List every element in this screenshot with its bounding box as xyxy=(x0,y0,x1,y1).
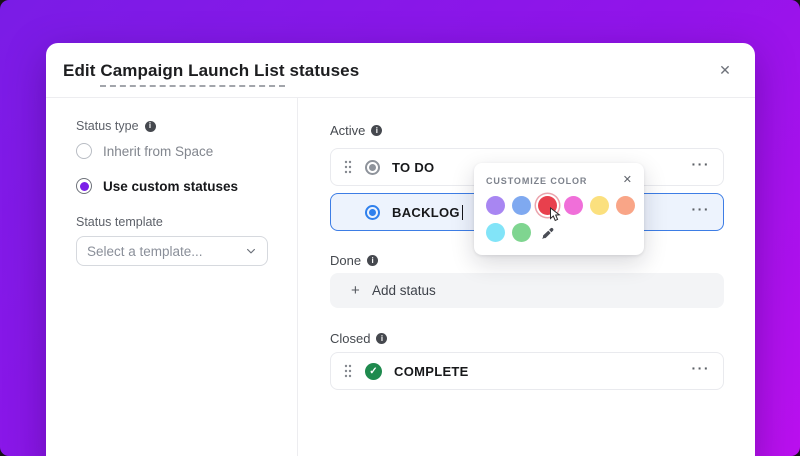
customize-color-popover: CUSTOMIZE COLOR ✕ xyxy=(474,163,644,255)
plus-icon: + xyxy=(351,282,360,299)
radio-label: Use custom statuses xyxy=(103,178,239,194)
closed-section-label: Closed i xyxy=(330,331,388,346)
status-row-complete[interactable]: ✓ COMPLETE ··· xyxy=(330,352,724,390)
done-section-label: Done i xyxy=(330,253,379,268)
status-color-icon xyxy=(365,204,380,220)
ellipsis-menu-icon[interactable]: ··· xyxy=(691,156,710,172)
status-name: TO DO xyxy=(392,159,435,175)
edit-statuses-modal: Edit Campaign Launch List statuses ✕ Sta… xyxy=(46,43,755,456)
add-status-label: Add status xyxy=(372,283,436,298)
radio-use-custom-statuses[interactable]: Use custom statuses xyxy=(76,176,238,196)
add-status-button[interactable]: + Add status xyxy=(330,273,724,308)
radio-inherit-from-space[interactable]: Inherit from Space xyxy=(76,141,213,161)
status-check-icon: ✓ xyxy=(365,362,382,380)
radio-circle-selected[interactable] xyxy=(76,178,92,194)
info-icon: i xyxy=(371,125,383,136)
title-suffix: statuses xyxy=(284,61,360,80)
eyedropper-icon[interactable] xyxy=(540,225,555,240)
close-icon[interactable]: ✕ xyxy=(719,61,731,78)
panel-divider xyxy=(297,97,298,456)
ellipsis-menu-icon[interactable]: ··· xyxy=(691,201,710,217)
title-editable-list-name[interactable]: Campaign Launch List xyxy=(100,61,285,87)
done-label-text: Done xyxy=(330,253,362,268)
header-divider xyxy=(46,97,755,98)
active-section-label: Active i xyxy=(330,123,383,138)
page-title: Edit Campaign Launch List statuses xyxy=(63,61,360,87)
color-swatch-grid xyxy=(486,196,635,242)
status-template-label: Status template xyxy=(76,215,163,229)
check-glyph: ✓ xyxy=(369,365,378,377)
swatch-red-selected[interactable] xyxy=(538,196,561,222)
swatch-blue[interactable] xyxy=(512,196,531,215)
ellipsis-menu-icon[interactable]: ··· xyxy=(691,360,710,376)
status-name: COMPLETE xyxy=(394,363,469,379)
status-name-input[interactable]: BACKLOG xyxy=(392,204,464,220)
template-select[interactable]: Select a template... xyxy=(76,236,268,266)
swatch-yellow[interactable] xyxy=(590,196,609,215)
status-type-label-text: Status type xyxy=(76,119,139,133)
status-template-label-text: Status template xyxy=(76,215,163,229)
swatch-green[interactable] xyxy=(512,223,531,242)
active-label-text: Active xyxy=(330,123,366,138)
chevron-down-icon xyxy=(247,248,255,254)
swatch-salmon[interactable] xyxy=(616,196,635,215)
modal-header: Edit Campaign Launch List statuses ✕ xyxy=(46,43,755,97)
status-name-text: BACKLOG xyxy=(392,204,460,220)
drag-handle-icon[interactable] xyxy=(344,364,352,378)
info-icon: i xyxy=(367,255,379,266)
closed-label-text: Closed xyxy=(330,331,371,346)
swatch-cyan[interactable] xyxy=(486,223,505,242)
text-caret xyxy=(461,204,464,220)
template-select-value: Select a template... xyxy=(87,243,203,259)
popover-close-icon[interactable]: ✕ xyxy=(622,174,632,186)
info-icon: i xyxy=(144,120,156,132)
swatch-purple[interactable] xyxy=(486,196,505,215)
status-color-icon xyxy=(365,159,380,175)
mouse-cursor-icon xyxy=(550,207,561,222)
radio-label: Inherit from Space xyxy=(103,143,214,159)
popover-title: CUSTOMIZE COLOR xyxy=(486,175,588,186)
info-icon: i xyxy=(376,333,388,344)
swatch-pink[interactable] xyxy=(564,196,583,215)
drag-handle-icon[interactable] xyxy=(344,160,352,174)
radio-circle[interactable] xyxy=(76,143,92,159)
status-type-label: Status type i xyxy=(76,119,156,133)
title-prefix: Edit xyxy=(63,61,101,80)
